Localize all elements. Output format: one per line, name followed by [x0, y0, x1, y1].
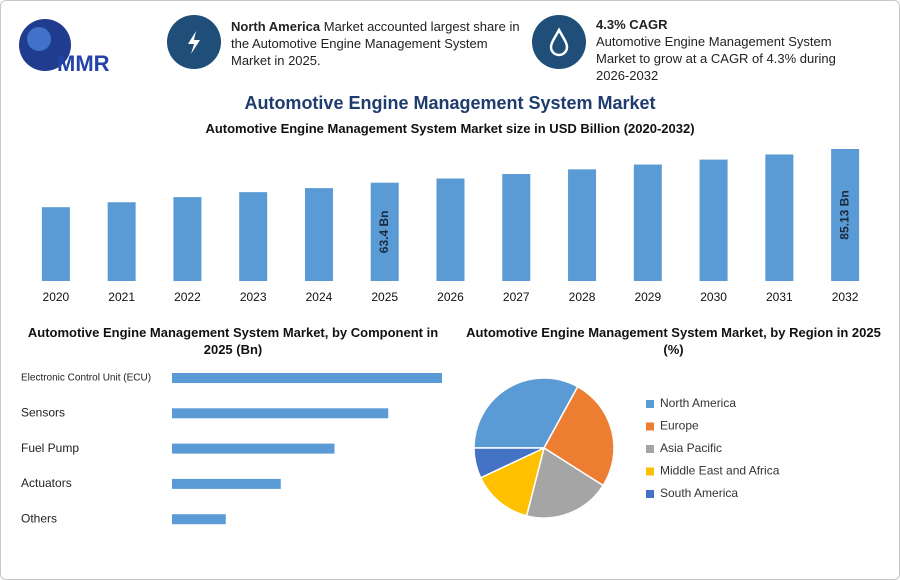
logo-text: MMR — [57, 51, 110, 76]
drop-icon — [549, 27, 569, 57]
bar — [172, 443, 335, 454]
value-label: 63.4 Bn — [377, 211, 391, 254]
bar — [41, 207, 70, 281]
legend-label: Europe — [660, 419, 699, 433]
x-tick-label: 2032 — [832, 290, 859, 304]
bar — [172, 478, 281, 489]
main-title: Automotive Engine Management System Mark… — [244, 93, 656, 113]
bar — [699, 159, 728, 281]
legend-swatch — [646, 467, 654, 476]
x-tick-label: 2024 — [306, 290, 333, 304]
chart-title: Automotive Engine Management System Mark… — [466, 325, 881, 357]
bar — [304, 188, 333, 281]
pie-slice — [479, 446, 546, 517]
x-tick-label: 2026 — [437, 290, 464, 304]
bar-chart: 2020 2021 2022 2023 2024 2025 63.4 Bn 2026 2027 2… — [41, 149, 860, 304]
y-tick-label: Others — [21, 511, 57, 525]
hbar-chart: Electronic Control Unit (ECU) Sensors Fuel… — [21, 373, 442, 525]
legend-label: South America — [660, 486, 738, 500]
info-highlight: 4.3% CAGR — [596, 17, 668, 32]
info-highlight: North America — [231, 19, 321, 34]
bar — [172, 408, 389, 419]
info-text: 4.3% CAGR Automotive Engine Management S… — [596, 16, 866, 84]
bar — [831, 149, 860, 281]
x-tick-label: 2028 — [569, 290, 596, 304]
x-tick-label: 2031 — [766, 290, 793, 304]
chart-title: Automotive Engine Management System Mark… — [27, 325, 439, 357]
bar — [173, 197, 202, 281]
bar — [568, 169, 597, 281]
y-tick-label: Fuel Pump — [21, 441, 79, 455]
x-tick-label: 2022 — [174, 290, 201, 304]
bar — [765, 154, 794, 281]
x-tick-label: 2025 — [371, 290, 398, 304]
legend-swatch — [646, 400, 654, 408]
pie-slice — [525, 446, 605, 519]
legend-swatch — [646, 422, 654, 431]
pie-chart: North America Europe Asia Pacific Middle Ea… — [473, 377, 780, 519]
x-tick-label: 2029 — [634, 290, 661, 304]
x-tick-label: 2020 — [43, 290, 70, 304]
value-label: 85.13 Bn — [837, 190, 851, 239]
logo-highlight — [27, 27, 51, 51]
pie-slice — [473, 447, 545, 479]
x-tick-label: 2027 — [503, 290, 530, 304]
legend-label: Middle East and Africa — [660, 464, 780, 478]
info-body: Automotive Engine Management System Mark… — [596, 34, 836, 83]
legend-label: North America — [660, 396, 736, 410]
info-icon — [532, 15, 586, 69]
legend-swatch — [646, 490, 654, 498]
y-tick-label: Actuators — [21, 476, 72, 490]
bar — [172, 373, 442, 383]
bar — [172, 514, 226, 525]
bolt-icon — [188, 31, 200, 54]
bar — [107, 202, 136, 281]
bar — [239, 192, 268, 281]
logo: MMR — [19, 19, 110, 76]
legend-swatch — [646, 445, 654, 453]
pie-slice — [473, 377, 579, 449]
bar — [633, 164, 662, 281]
legend-label: Asia Pacific — [660, 441, 722, 455]
bar — [370, 182, 399, 281]
info-body: Market accounted largest share in the Au… — [231, 19, 520, 68]
pie-slice — [543, 385, 615, 487]
chart-title: Automotive Engine Management System Mark… — [205, 121, 695, 136]
bar — [436, 178, 465, 281]
bar — [502, 174, 531, 281]
y-tick-label: Electronic Control Unit (ECU) — [21, 373, 151, 384]
info-text: North America Market accounted largest s… — [231, 18, 521, 69]
info-icon — [167, 15, 221, 69]
x-tick-label: 2021 — [108, 290, 135, 304]
x-tick-label: 2023 — [240, 290, 267, 304]
y-tick-label: Sensors — [21, 405, 65, 419]
x-tick-label: 2030 — [700, 290, 727, 304]
